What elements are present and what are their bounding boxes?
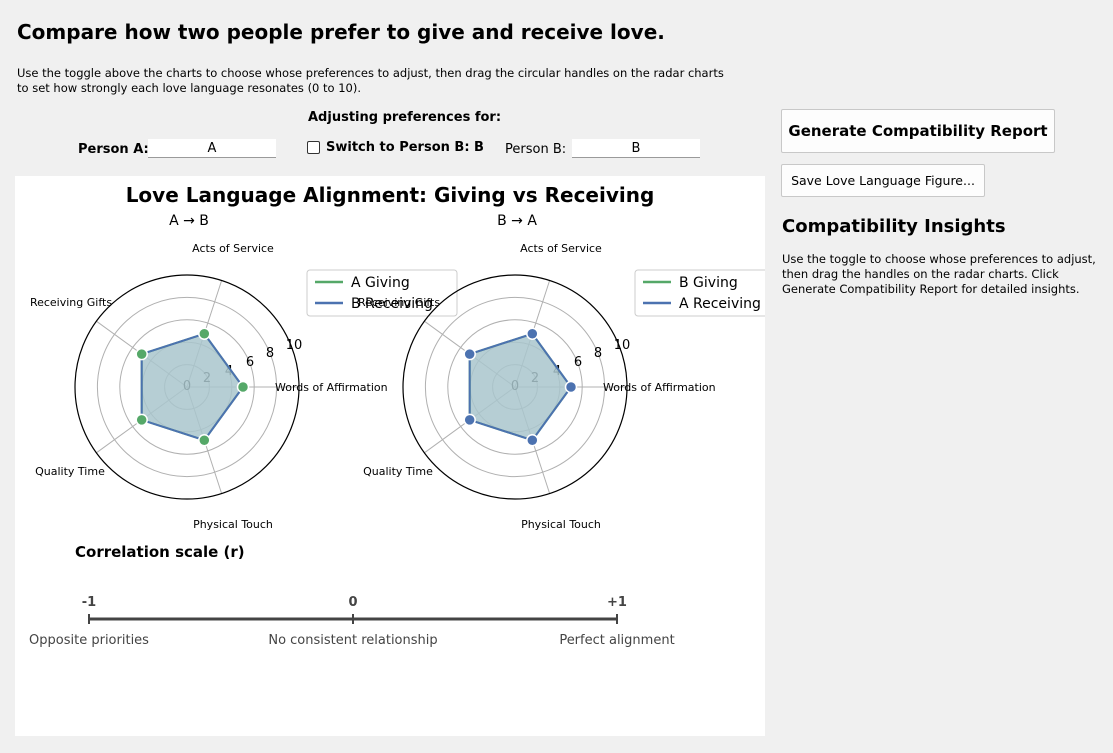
- radar-title: A → B: [169, 213, 209, 229]
- category-label: Quality Time: [35, 465, 105, 478]
- insights-title: Compatibility Insights: [782, 216, 1006, 237]
- switch-checkbox[interactable]: [307, 141, 320, 154]
- receiving-line: [140, 332, 245, 442]
- figure-title: Love Language Alignment: Giving vs Recei…: [126, 183, 655, 207]
- switch-label: Switch to Person B: B: [326, 140, 484, 155]
- radar-title: B → A: [497, 213, 537, 229]
- person-b-label: Person B:: [505, 142, 567, 157]
- adjusting-label: Adjusting preferences for:: [308, 110, 502, 125]
- r-tick-label: 6: [246, 355, 254, 370]
- radar-outline: [74, 274, 300, 500]
- receiving-area: [141, 333, 243, 441]
- drag-handle[interactable]: [198, 434, 211, 447]
- person-b-input[interactable]: [572, 139, 700, 158]
- page-heading: Compare how two people prefer to give an…: [17, 20, 665, 44]
- receiving-line: [468, 332, 573, 442]
- scale-caption: Perfect alignment: [559, 633, 674, 648]
- correlation-scale: Correlation scale (r) -1 Opposite prioriti…: [29, 543, 675, 648]
- drag-handle[interactable]: [526, 327, 539, 340]
- legend-label: B Receiving: [351, 296, 433, 312]
- save-figure-button[interactable]: Save Love Language Figure...: [781, 164, 985, 197]
- r-tick-label: 6: [574, 355, 582, 370]
- drag-handle[interactable]: [564, 380, 578, 394]
- drag-handle[interactable]: [463, 413, 476, 427]
- legend: A Giving B Receiving: [306, 269, 458, 317]
- switch-person-toggle[interactable]: Switch to Person B: B: [307, 140, 484, 155]
- r-tick-label: 8: [594, 346, 602, 361]
- legend-label: A Giving: [351, 275, 410, 291]
- scale-tick-label: +1: [607, 595, 627, 610]
- legend-label: A Receiving: [679, 296, 761, 312]
- scale-title: Correlation scale (r): [75, 543, 245, 561]
- drag-handle[interactable]: [135, 347, 148, 361]
- scale-caption: Opposite priorities: [29, 633, 149, 648]
- person-a-input[interactable]: [148, 139, 276, 158]
- category-label: Receiving Gifts: [358, 296, 440, 309]
- category-label: Words of Affirmation: [275, 381, 388, 394]
- insights-text: Use the toggle to choose whose preferenc…: [782, 252, 1096, 296]
- legend-label: B Giving: [679, 275, 738, 291]
- generate-report-button[interactable]: Generate Compatibility Report: [781, 109, 1055, 153]
- drag-handle[interactable]: [236, 380, 250, 394]
- category-label: Physical Touch: [521, 518, 601, 531]
- drag-handle[interactable]: [135, 413, 148, 427]
- r-tick-label: 8: [266, 346, 274, 361]
- legend: B Giving A Receiving: [634, 269, 786, 317]
- figure-canvas: Love Language Alignment: Giving vs Recei…: [15, 176, 786, 736]
- radar-outline: [402, 274, 628, 500]
- drag-handle[interactable]: [463, 347, 476, 361]
- receiving-area: [469, 333, 571, 441]
- drag-handle[interactable]: [526, 434, 539, 447]
- scale-caption: No consistent relationship: [268, 633, 437, 648]
- instructions-text: Use the toggle above the charts to choos…: [17, 66, 724, 95]
- scale-tick-label: 0: [348, 595, 357, 610]
- category-label: Acts of Service: [520, 242, 602, 255]
- scale-tick-label: -1: [82, 595, 96, 610]
- category-label: Acts of Service: [192, 242, 274, 255]
- category-label: Words of Affirmation: [603, 381, 716, 394]
- drag-handle[interactable]: [198, 327, 211, 340]
- person-a-label: Person A:: [78, 142, 149, 157]
- r-tick-label: 10: [286, 338, 303, 353]
- r-tick-label: 10: [614, 338, 631, 353]
- category-label: Receiving Gifts: [30, 296, 112, 309]
- legend-box: [306, 269, 458, 317]
- category-label: Physical Touch: [193, 518, 273, 531]
- figure-svg: Love Language Alignment: Giving vs Recei…: [29, 183, 786, 648]
- category-label: Quality Time: [363, 465, 433, 478]
